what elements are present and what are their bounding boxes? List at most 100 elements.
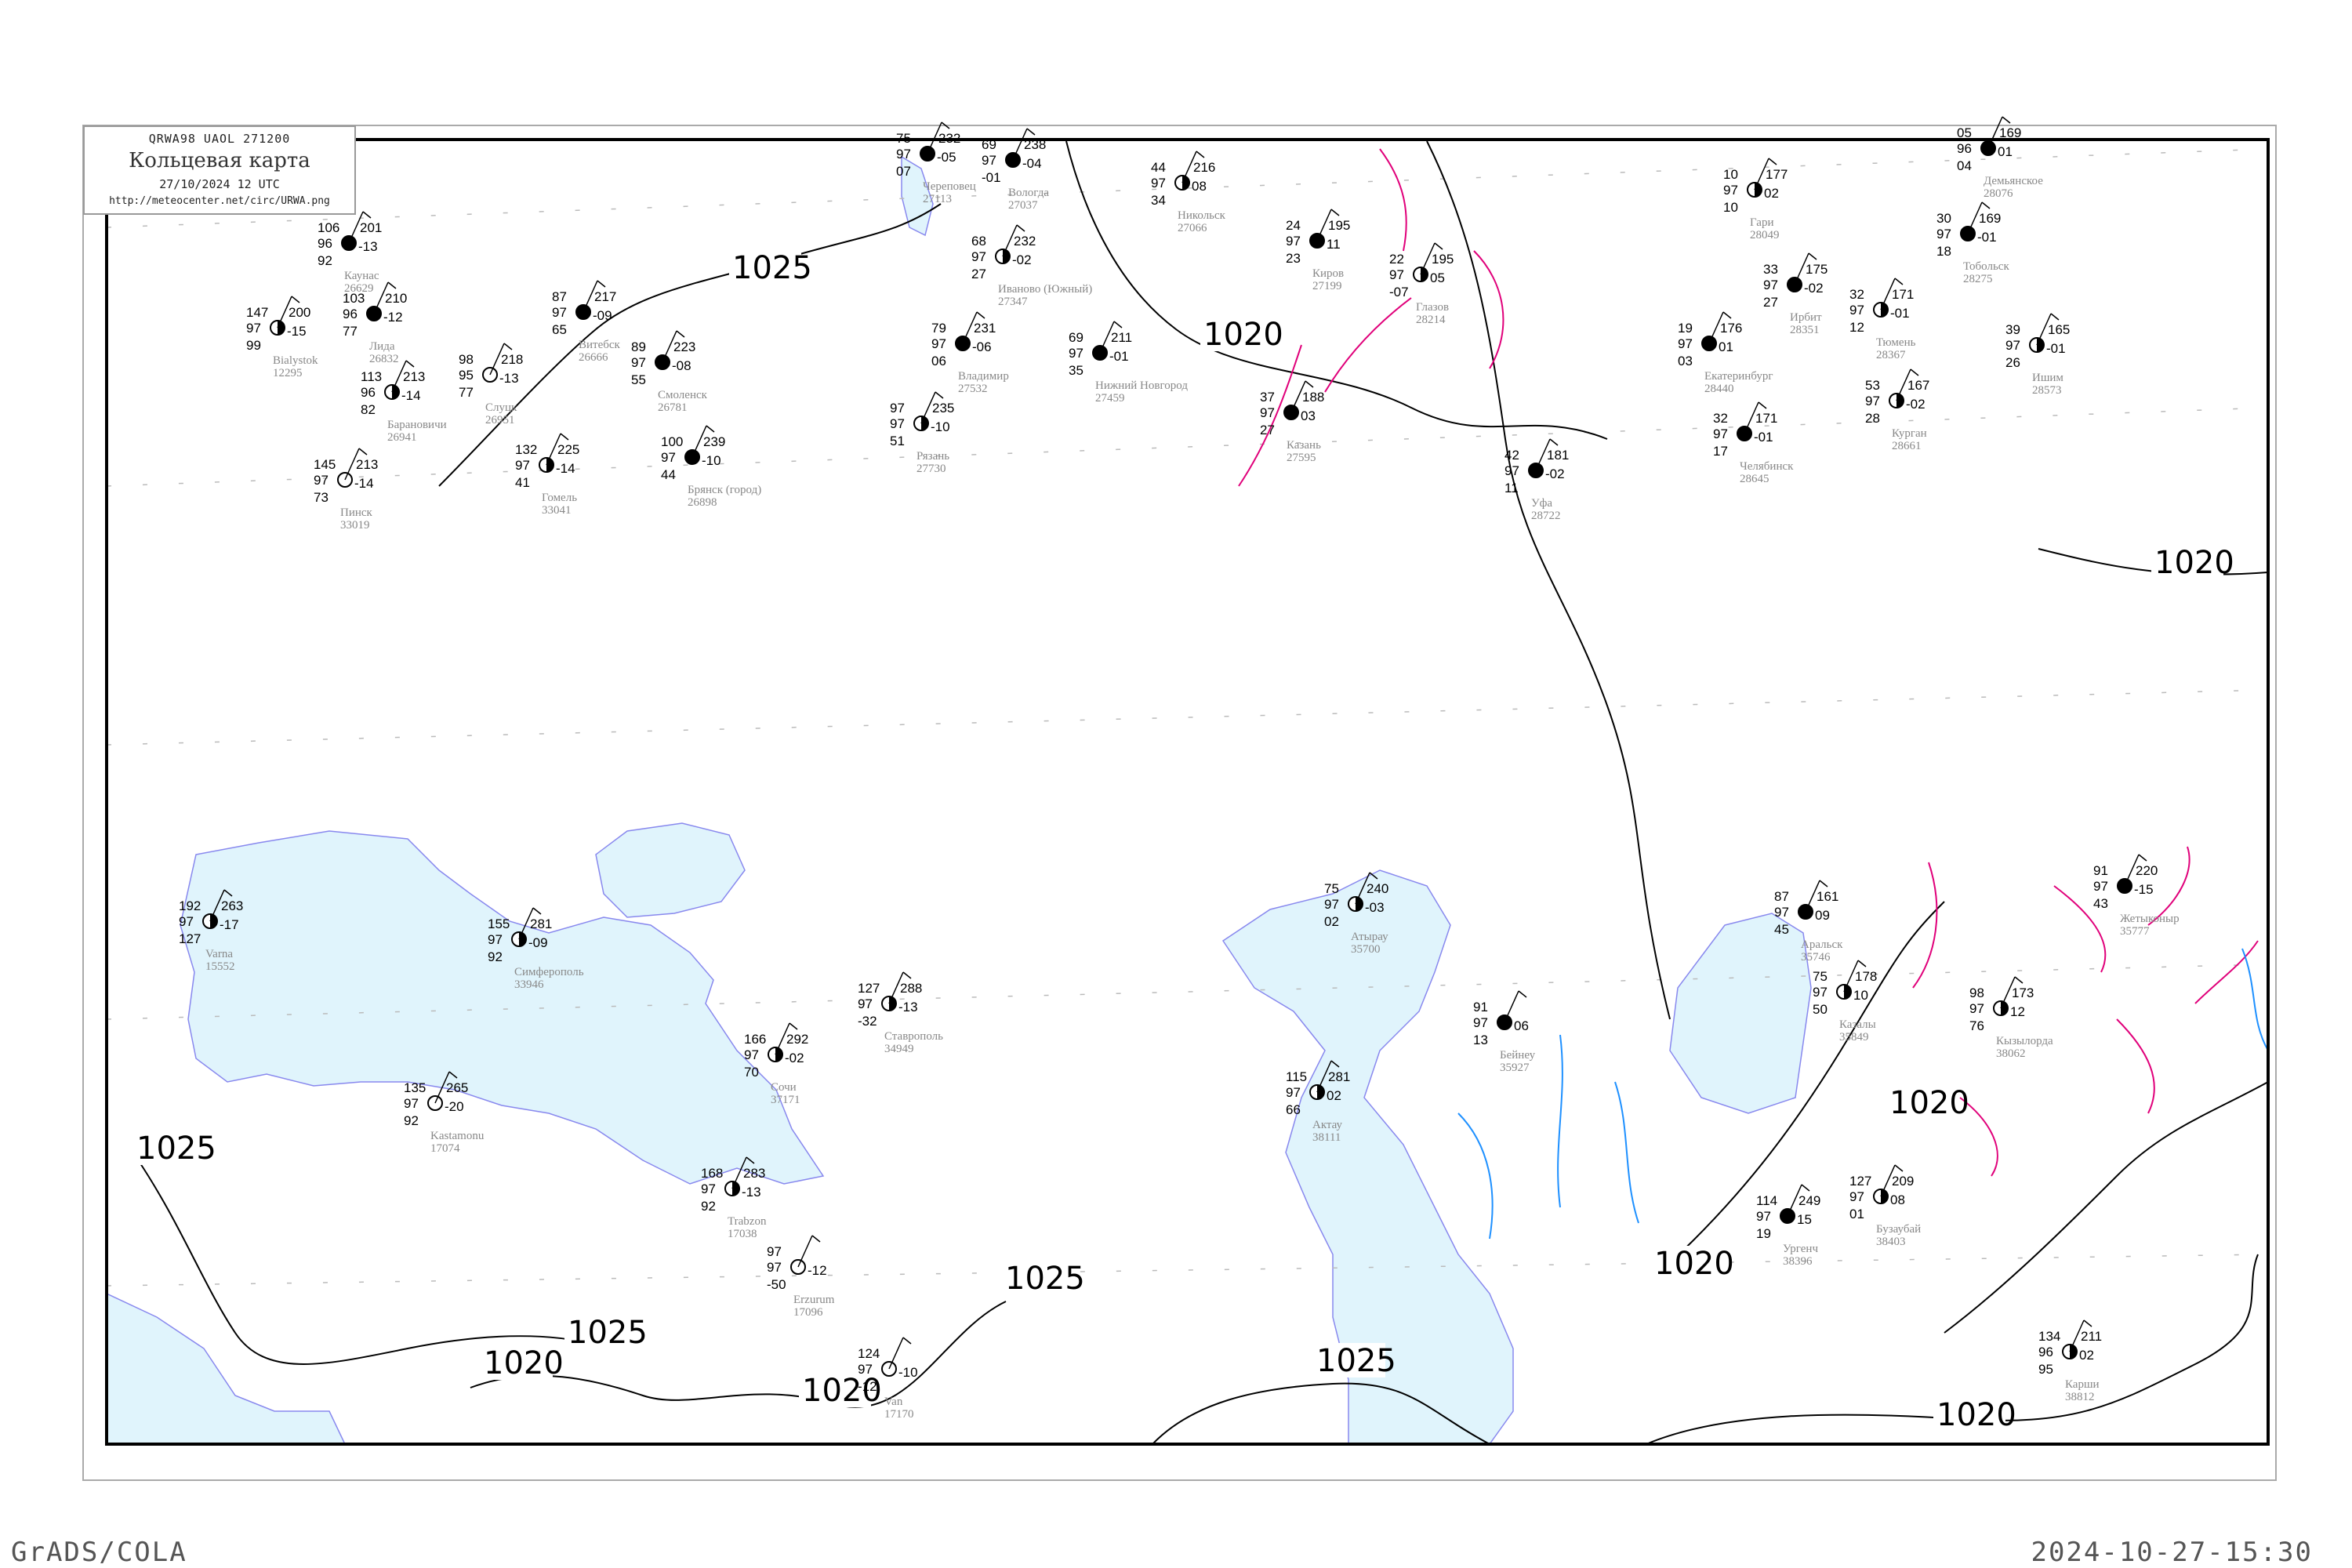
isallobar-line [1959, 1097, 1998, 1177]
dewpoint-value: 10 [1723, 200, 1738, 215]
dewpoint-value: 43 [2093, 896, 2108, 911]
station-name: Карши [2065, 1378, 2100, 1391]
station-id: 38062 [1996, 1047, 2026, 1060]
temperature-value: 37 [1260, 390, 1275, 405]
tendency-change-value: -02 [785, 1051, 804, 1065]
isobar-line [136, 1158, 597, 1365]
dewpoint-value: 51 [890, 434, 905, 448]
isobar-label: 1025 [568, 1315, 648, 1351]
tendency-change-value: -20 [445, 1099, 464, 1114]
dewpoint-value: 06 [931, 354, 946, 368]
station-name: Барановичи [387, 419, 447, 431]
station-name: Бузаубай [1876, 1223, 1921, 1236]
isobar-label-bg [1886, 1085, 1958, 1120]
temperature-value: 115 [1286, 1069, 1307, 1084]
temperature-value: 98 [459, 352, 474, 367]
isobar-label: 1025 [136, 1131, 216, 1167]
dewpoint-value: 07 [896, 164, 911, 179]
wind-barb-icon [731, 1156, 747, 1189]
wind-barb-icon [1316, 209, 1332, 241]
wind-barb-feather [2083, 1319, 2092, 1327]
station-name: Витебск [579, 339, 621, 351]
pressure-value: 200 [289, 305, 310, 320]
tendency-change-value: -02 [1012, 252, 1032, 267]
wind-barb-feather [1305, 380, 1314, 388]
pressure-tendency-value: 97 [179, 914, 194, 929]
station-name: Ставрополь [884, 1030, 943, 1043]
wind-barb-feather [1981, 201, 1991, 209]
isobar-line [1152, 1382, 1490, 1445]
isobar-label-bg [1651, 1246, 1723, 1280]
tendency-change-value: -15 [2134, 882, 2154, 897]
isobar-label-bg [1933, 1397, 2005, 1432]
pressure-tendency-value: 97 [1286, 1085, 1301, 1100]
dewpoint-value: 82 [361, 402, 376, 417]
station-id: 28661 [1892, 440, 1922, 452]
tendency-change-value: -12 [383, 310, 403, 325]
dewpoint-value: 27 [1763, 295, 1778, 310]
wind-barb-icon [888, 971, 904, 1004]
temperature-value: 44 [1151, 160, 1166, 175]
wind-barb-feather [503, 343, 513, 350]
pressure-tendency-value: 95 [459, 368, 474, 383]
tendency-change-value: -13 [742, 1185, 761, 1200]
isobar-label-bg [564, 1315, 637, 1349]
wind-barb-feather [902, 971, 912, 979]
station-name: Слуцк [485, 401, 517, 414]
station-id: 28214 [1416, 314, 1446, 326]
wind-barb-icon [546, 433, 561, 466]
pressure-value: 210 [385, 291, 407, 306]
wind-barb-icon [1099, 321, 1115, 354]
station-id: 35777 [2120, 925, 2150, 938]
tendency-change-value: 05 [1430, 270, 1445, 285]
station-name: Глазов [1416, 301, 1449, 314]
wind-barb-icon [1744, 401, 1759, 434]
isobar-label: 1020 [1889, 1085, 1969, 1121]
wind-barb-icon [920, 391, 936, 424]
temperature-value: 114 [1756, 1193, 1777, 1208]
temperature-value: 100 [661, 434, 683, 449]
pressure-tendency-value: 97 [1504, 463, 1519, 478]
isobar-label-bg [481, 1345, 553, 1380]
pressure-tendency-value: 97 [631, 355, 646, 370]
wind-barb-feather [387, 281, 397, 289]
wind-barb-feather [448, 1071, 458, 1079]
isobar-label: 1020 [2154, 545, 2234, 581]
wind-barb-feather [1518, 990, 1527, 998]
tendency-change-value: 15 [1797, 1212, 1812, 1227]
wind-barb-feather [1808, 252, 1817, 260]
wind-barb-feather [1894, 1164, 1904, 1172]
station-id: 27199 [1312, 280, 1342, 292]
station-name: Kastamonu [430, 1130, 485, 1142]
wind-barb-feather [1026, 128, 1036, 136]
footer-timestamp: 2024-10-27-15:30 [2031, 1537, 2313, 1568]
river [1557, 1034, 1563, 1208]
station-id: 28076 [1984, 187, 2013, 200]
tendency-change-value: -01 [1109, 349, 1129, 364]
temperature-value: 68 [971, 234, 986, 249]
isobar-label-bg [2151, 545, 2223, 579]
station-name: Челябинск [1740, 460, 1794, 473]
station-id: 28351 [1790, 324, 1820, 336]
pressure-tendency-value: 97 [931, 336, 946, 351]
isobar-label-bg [799, 1373, 871, 1407]
station-name: Симферополь [514, 966, 584, 978]
isallobar-line [1238, 344, 1302, 487]
isobar-label: 1025 [1005, 1261, 1085, 1297]
tendency-change-value: -10 [898, 1365, 918, 1380]
tendency-change-value: 02 [2079, 1348, 2094, 1363]
chart-header: QRWA98 UAOL 271200 Кольцевая карта 27/10… [83, 125, 356, 215]
wind-barb-icon [1880, 278, 1896, 310]
pressure-tendency-value: 97 [1969, 1001, 1984, 1016]
temperature-value: 97 [890, 401, 905, 416]
temperature-value: 127 [1849, 1174, 1871, 1189]
tendency-change-value: -14 [354, 476, 374, 491]
pressure-value: 281 [1328, 1069, 1350, 1084]
